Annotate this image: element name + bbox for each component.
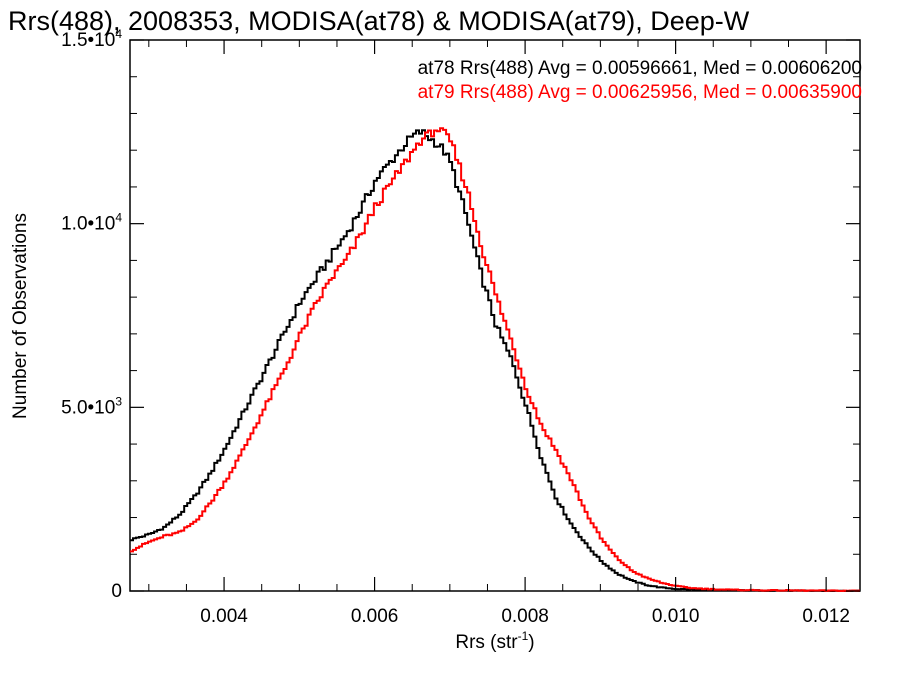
x-tick-label: 0.008	[501, 606, 549, 627]
plot-frame	[129, 39, 861, 592]
x-axis-label: Rrs (str-1)	[455, 629, 534, 653]
y-axis-label: Number of Observations	[10, 213, 31, 419]
series-line-at78	[130, 129, 860, 592]
x-tick-label: 0.010	[652, 606, 700, 627]
y-tick-label: 0	[111, 581, 122, 602]
x-tick-label: 0.004	[200, 606, 248, 627]
x-tick-label: 0.006	[351, 606, 399, 627]
chart-title: Rrs(488), 2008353, MODISA(at78) & MODISA…	[8, 6, 750, 36]
series-annotation-at79: at79 Rrs(488) Avg = 0.00625956, Med = 0.…	[418, 82, 862, 103]
series-annotation-at78: at78 Rrs(488) Avg = 0.00596661, Med = 0.…	[418, 58, 862, 79]
x-tick-label: 0.012	[802, 606, 850, 627]
y-tick-label: 1.0•104	[61, 211, 122, 235]
y-tick-label: 1.5•104	[61, 27, 122, 51]
y-tick-label: 5.0•103	[61, 394, 122, 418]
series-line-at79	[130, 127, 860, 592]
